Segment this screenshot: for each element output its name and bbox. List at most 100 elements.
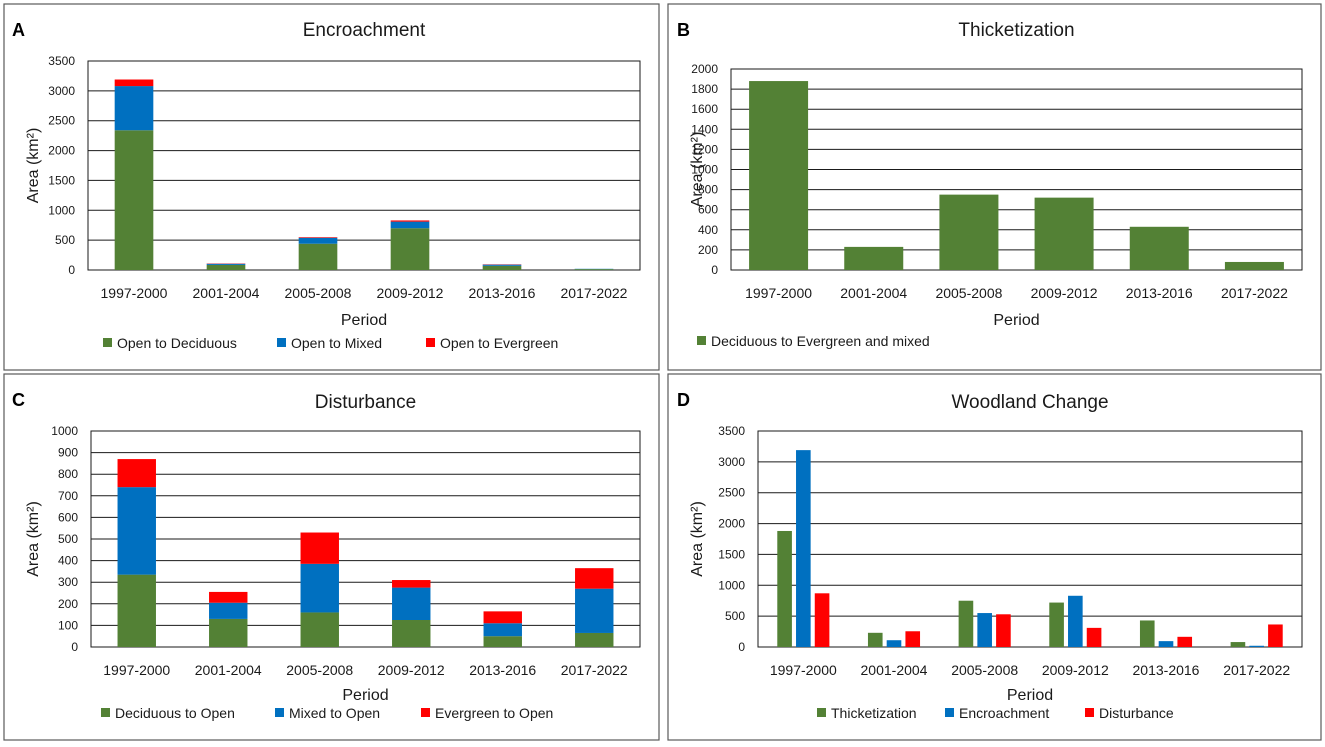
panel-c-y-tick-label: 800 bbox=[58, 467, 78, 481]
panel-a-y-tick-label: 3000 bbox=[48, 84, 75, 98]
panel-b-y-axis-label: Area (km²) bbox=[689, 132, 706, 208]
panel-a-plot-area bbox=[87, 60, 641, 271]
panel-c-bar-evergreen-to-open-2005-2008 bbox=[300, 532, 339, 564]
panel-c-plot-area bbox=[90, 430, 641, 648]
panel-d-y-tick-label: 1000 bbox=[718, 578, 745, 592]
panel-a-bar-open-to-deciduous-1997-2000 bbox=[114, 130, 154, 270]
panel-a-x-axis-label: Period bbox=[341, 312, 387, 329]
panel-b-title: Thicketization bbox=[958, 20, 1074, 41]
panel-c-y-tick-label: 900 bbox=[58, 446, 78, 460]
panel-c-bar-deciduous-to-open-2017-2022 bbox=[575, 632, 614, 647]
panel-b-bar-deciduous-to-evergreen-and-mixed-2001-2004 bbox=[844, 246, 904, 270]
panel-a-x-tick-label: 2009-2012 bbox=[377, 285, 444, 301]
panel-d-legend-swatch bbox=[1085, 708, 1094, 717]
panel-b-x-tick-label: 2017-2022 bbox=[1221, 285, 1288, 301]
panel-d-legend-swatch bbox=[817, 708, 826, 717]
panel-a-bar-open-to-deciduous-2013-2016 bbox=[482, 265, 522, 270]
panel-c-y-tick-label: 1000 bbox=[51, 424, 78, 438]
panel-c-y-tick-label: 200 bbox=[58, 597, 78, 611]
panel-a-bar-open-to-evergreen-1997-2000 bbox=[114, 79, 154, 87]
panel-d-bar-disturbance-2017-2022 bbox=[1268, 624, 1283, 647]
panel-a-bar-open-to-deciduous-2009-2012 bbox=[390, 228, 430, 270]
panel-b-y-tick-label: 200 bbox=[698, 243, 718, 257]
panel-d-bar-disturbance-2009-2012 bbox=[1086, 627, 1102, 647]
panel-d-bar-thicketization-2005-2008 bbox=[958, 600, 974, 647]
panel-c-y-tick-label: 0 bbox=[71, 640, 78, 654]
panel-c-legend-swatch bbox=[275, 708, 284, 717]
panel-c-bar-deciduous-to-open-2005-2008 bbox=[300, 612, 339, 647]
panel-b-x-tick-label: 1997-2000 bbox=[745, 285, 812, 301]
panel-d-bar-encroachment-2017-2022 bbox=[1249, 645, 1264, 647]
panel-d-bar-encroachment-2005-2008 bbox=[977, 613, 992, 647]
panel-b-legend-swatch bbox=[697, 336, 706, 345]
panel-c-y-tick-label: 100 bbox=[58, 618, 78, 632]
panel-a-title: Encroachment bbox=[303, 20, 426, 41]
panel-d-legend-label: Thicketization bbox=[831, 705, 917, 721]
panel-d-bar-encroachment-1997-2000 bbox=[796, 450, 811, 647]
panel-c-bar-evergreen-to-open-2013-2016 bbox=[483, 611, 522, 624]
panel-c-bar-deciduous-to-open-2001-2004 bbox=[209, 618, 248, 647]
panel-d-y-tick-label: 500 bbox=[725, 609, 745, 623]
panel-a-x-tick-label: 2017-2022 bbox=[561, 285, 628, 301]
panel-b-letter: B bbox=[677, 20, 690, 40]
panel-d-bar-encroachment-2013-2016 bbox=[1158, 641, 1174, 647]
panel-d-legend-label: Encroachment bbox=[959, 705, 1049, 721]
panel-c-bar-deciduous-to-open-2013-2016 bbox=[483, 636, 522, 647]
panel-a-bar-open-to-deciduous-2005-2008 bbox=[298, 243, 338, 270]
panel-b-x-axis-label: Period bbox=[993, 312, 1039, 329]
panel-a-y-tick-label: 500 bbox=[55, 233, 75, 247]
panel-d-x-tick-label: 2001-2004 bbox=[861, 662, 928, 678]
panel-c-y-tick-label: 700 bbox=[58, 489, 78, 503]
panel-d-y-tick-label: 0 bbox=[738, 640, 745, 654]
panel-b-x-tick-label: 2005-2008 bbox=[935, 285, 1002, 301]
panel-d-bar-thicketization-1997-2000 bbox=[777, 530, 792, 647]
panel-c-bar-evergreen-to-open-1997-2000 bbox=[117, 459, 156, 488]
panel-b-y-tick-label: 600 bbox=[698, 203, 718, 217]
panel-a-legend-swatch bbox=[277, 338, 286, 347]
panel-c-bar-mixed-to-open-2017-2022 bbox=[575, 588, 614, 633]
panel-c-bar-mixed-to-open-2009-2012 bbox=[392, 587, 431, 620]
panel-c-y-tick-label: 300 bbox=[58, 575, 78, 589]
panel-c-x-tick-label: 2005-2008 bbox=[286, 662, 353, 678]
panel-d-y-tick-label: 1500 bbox=[718, 547, 745, 561]
panel-c-bar-deciduous-to-open-1997-2000 bbox=[117, 574, 156, 647]
panel-d-legend-label: Disturbance bbox=[1099, 705, 1174, 721]
panel-b-y-tick-label: 1800 bbox=[691, 82, 718, 96]
panel-b-y-tick-label: 1200 bbox=[691, 142, 718, 156]
panel-d-y-tick-label: 2500 bbox=[718, 486, 745, 500]
panel-a-bar-open-to-mixed-2013-2016 bbox=[482, 264, 522, 266]
panel-d-y-axis-label: Area (km²) bbox=[689, 501, 706, 577]
panel-b-y-tick-label: 1000 bbox=[691, 163, 718, 177]
panel-c-x-tick-label: 2001-2004 bbox=[195, 662, 262, 678]
panel-b: B Thicketization 0 200 400 600 800 1000 1200 1400… bbox=[667, 3, 1322, 371]
panel-a-bar-open-to-deciduous-2017-2022 bbox=[574, 269, 614, 270]
panel-c: C Disturbance 0 100 200 300 400 500 600 700 800 900… bbox=[3, 373, 660, 741]
panel-d-bar-encroachment-2009-2012 bbox=[1068, 595, 1083, 647]
panel-c-x-tick-label: 1997-2000 bbox=[103, 662, 170, 678]
panel-a-x-tick-label: 2005-2008 bbox=[285, 285, 352, 301]
panel-d-bar-encroachment-2001-2004 bbox=[886, 640, 902, 647]
panel-d-bar-thicketization-2009-2012 bbox=[1049, 602, 1064, 647]
panel-c-legend-label: Mixed to Open bbox=[289, 705, 380, 721]
panel-d-bar-thicketization-2001-2004 bbox=[867, 632, 883, 647]
panel-d-x-tick-label: 2009-2012 bbox=[1042, 662, 1109, 678]
panel-c-legend-swatch bbox=[421, 708, 430, 717]
panel-a-x-tick-label: 2001-2004 bbox=[193, 285, 260, 301]
panel-b-y-tick-label: 2000 bbox=[691, 62, 718, 76]
panel-a-frame bbox=[3, 3, 660, 371]
panel-d-y-tick-label: 2000 bbox=[718, 517, 745, 531]
panel-b-y-tick-label: 1400 bbox=[691, 122, 718, 136]
panel-c-y-tick-label: 600 bbox=[58, 510, 78, 524]
panel-c-bar-mixed-to-open-2005-2008 bbox=[300, 563, 339, 613]
panel-c-legend-label: Deciduous to Open bbox=[115, 705, 235, 721]
panel-c-y-tick-label: 500 bbox=[58, 532, 78, 546]
panel-c-title: Disturbance bbox=[315, 392, 416, 413]
panel-b-y-tick-label: 0 bbox=[711, 263, 718, 277]
panel-a-y-tick-label: 3500 bbox=[48, 54, 75, 68]
panel-c-legend-label: Evergreen to Open bbox=[435, 705, 553, 721]
panel-b-bar-deciduous-to-evergreen-and-mixed-2005-2008 bbox=[939, 194, 999, 270]
panel-c-x-axis-label: Period bbox=[342, 687, 388, 704]
panel-c-y-axis-label: Area (km²) bbox=[25, 501, 42, 577]
panel-d-y-tick-label: 3000 bbox=[718, 455, 745, 469]
panel-a-letter: A bbox=[12, 20, 25, 40]
